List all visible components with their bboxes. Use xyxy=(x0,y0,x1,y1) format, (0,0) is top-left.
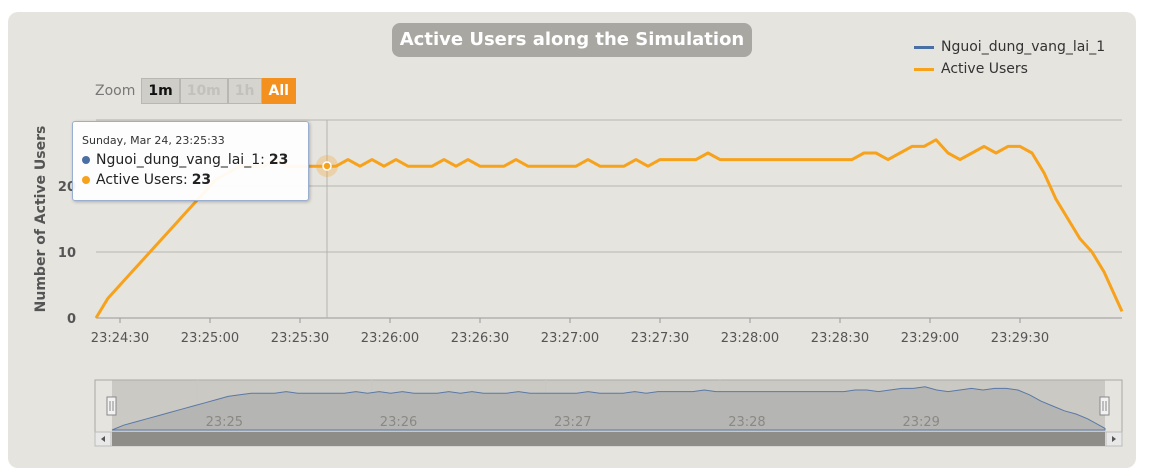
tooltip-series-1-name: Nguoi_dung_vang_lai_1: xyxy=(96,152,265,168)
tooltip: Sunday, Mar 24, 23:25:33 Nguoi_dung_vang… xyxy=(72,121,309,201)
chart-title: Active Users along the Simulation xyxy=(392,23,752,57)
legend-label-series-2: Active Users xyxy=(941,61,1028,77)
tooltip-row-series-2: Active Users: 23 xyxy=(82,172,211,188)
zoom-1m-button[interactable]: 1m xyxy=(141,78,180,104)
legend-item-series-1[interactable]: Nguoi_dung_vang_lai_1 xyxy=(914,36,1105,58)
legend-swatch-series-1 xyxy=(914,45,934,49)
tooltip-dot-series-2 xyxy=(82,176,90,184)
tooltip-date: Sunday, Mar 24, 23:25:33 xyxy=(82,134,225,147)
legend-item-series-2[interactable]: Active Users xyxy=(914,58,1105,80)
tooltip-series-1-value: 23 xyxy=(268,152,289,168)
legend-label-series-1: Nguoi_dung_vang_lai_1 xyxy=(941,39,1106,55)
zoom-1h-button[interactable]: 1h xyxy=(227,78,262,104)
tooltip-dot-series-1 xyxy=(82,156,90,164)
legend-swatch-series-2 xyxy=(914,67,934,71)
zoom-label: Zoom xyxy=(95,83,136,99)
zoom-selector: Zoom 1m 10m 1h All xyxy=(95,78,296,104)
legend: Nguoi_dung_vang_lai_1 Active Users xyxy=(914,36,1105,80)
tooltip-row-series-1: Nguoi_dung_vang_lai_1: 23 xyxy=(82,152,288,168)
tooltip-series-2-name: Active Users: xyxy=(96,172,188,188)
zoom-all-button[interactable]: All xyxy=(261,78,296,104)
tooltip-series-2-value: 23 xyxy=(191,172,212,188)
zoom-10m-button[interactable]: 10m xyxy=(179,78,228,104)
